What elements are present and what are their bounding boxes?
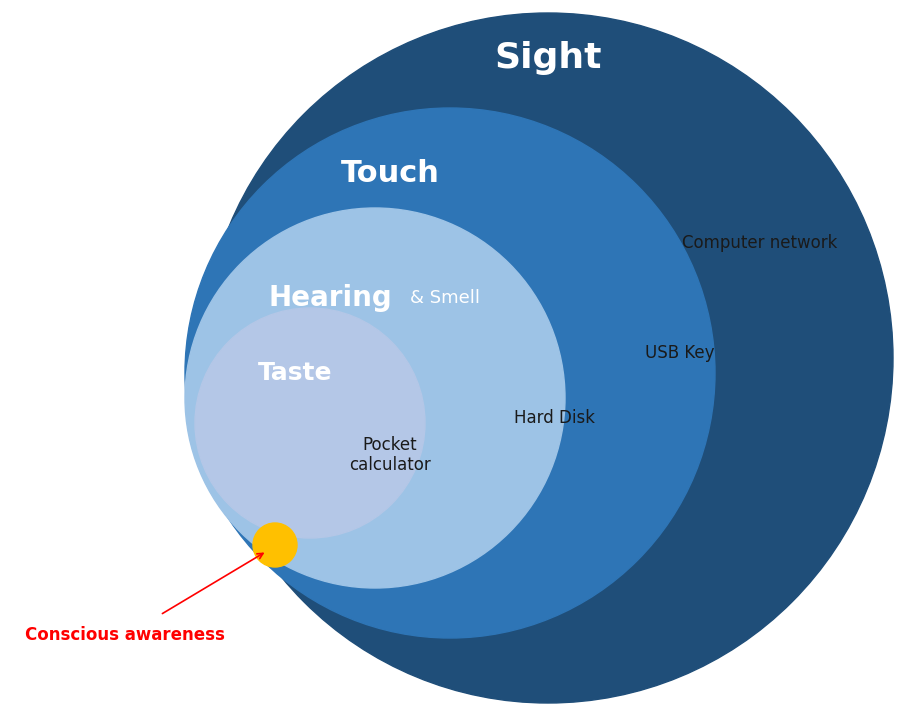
Text: Sight: Sight	[494, 41, 602, 75]
Text: & Smell: & Smell	[410, 289, 480, 307]
Text: Touch: Touch	[341, 158, 439, 188]
Circle shape	[195, 308, 425, 538]
Text: Hard Disk: Hard Disk	[514, 409, 595, 427]
Text: Conscious awareness: Conscious awareness	[25, 626, 225, 644]
Circle shape	[185, 208, 565, 588]
Text: USB Key: USB Key	[645, 344, 714, 362]
Text: Pocket
calculator: Pocket calculator	[349, 436, 431, 474]
Text: Computer network: Computer network	[682, 234, 838, 252]
Circle shape	[253, 523, 297, 567]
Circle shape	[185, 108, 715, 638]
Text: Hearing: Hearing	[268, 284, 392, 312]
Text: Taste: Taste	[258, 361, 332, 385]
Circle shape	[203, 13, 893, 703]
